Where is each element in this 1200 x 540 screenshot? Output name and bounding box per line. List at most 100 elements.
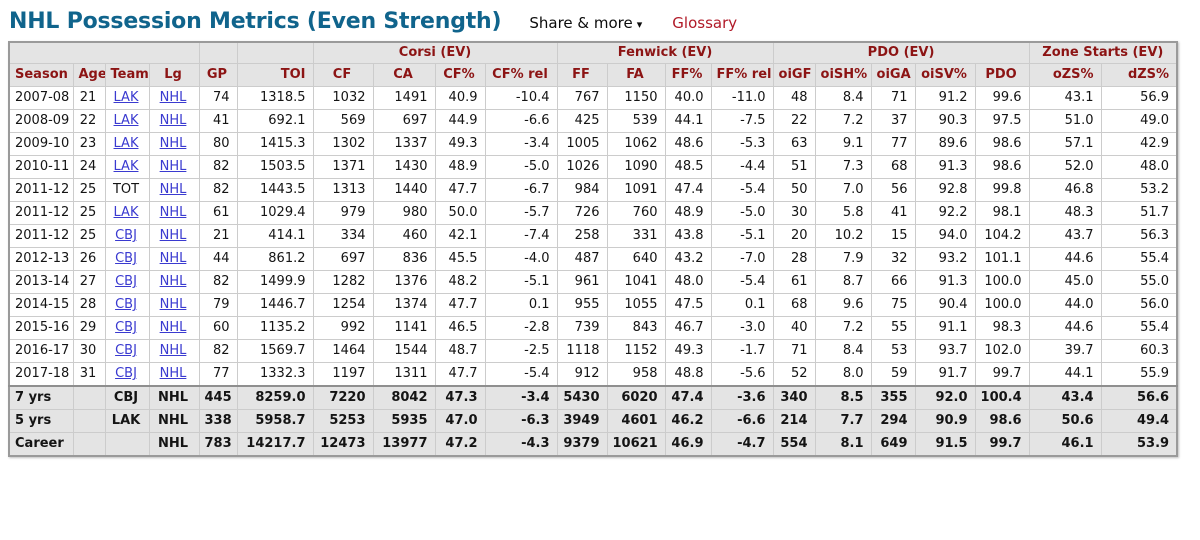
col-header-fa[interactable]: FA [606, 63, 666, 87]
stat-cell-ff: 40.0 [664, 86, 712, 110]
stat-cell-cf: 979 [312, 201, 374, 225]
table-row: 2014-15 28 CBJ NHL 79 1446.7 1254 1374 47.7 0.1 95… [8, 293, 1178, 317]
league-link[interactable]: NHL [159, 228, 187, 243]
column-header-row: Season Age Team Lg GP TOI CF CA CF% CF% rel FF FA FF… [8, 63, 1178, 87]
league-link[interactable]: NHL [159, 251, 187, 266]
team-link[interactable]: CBJ [115, 251, 137, 266]
league-link[interactable]: NHL [159, 320, 187, 335]
league-cell: NHL [148, 224, 200, 248]
stat-cell-oiga: 71 [870, 86, 916, 110]
stat-cell-oish: 9.6 [814, 293, 872, 317]
team-link[interactable]: CBJ [115, 343, 137, 358]
league-link[interactable]: NHL [159, 182, 187, 197]
stat-cell-ff: 43.2 [664, 247, 712, 271]
col-header-age[interactable]: Age [72, 63, 106, 87]
col-header-ff-rel[interactable]: FF% rel [710, 63, 774, 87]
stat-cell-cf: 48.2 [434, 270, 486, 294]
stat-cell-fa: 4601 [606, 409, 666, 433]
col-header-ozs[interactable]: oZS% [1028, 63, 1102, 87]
stat-cell-gp: 21 [198, 224, 238, 248]
league-link[interactable]: NHL [159, 90, 187, 105]
stat-cell-ff-rel: -6.6 [710, 409, 774, 433]
stat-cell-oigf: 340 [772, 385, 816, 410]
col-header-season[interactable]: Season [8, 63, 74, 87]
league-link[interactable]: NHL [159, 136, 187, 151]
stat-cell-oiga: 649 [870, 432, 916, 457]
age-cell: 31 [72, 362, 106, 387]
league-cell: NHL [148, 339, 200, 363]
col-header-oigf[interactable]: oiGF [772, 63, 816, 87]
team-cell: CBJ [104, 224, 150, 248]
stat-cell-gp: 74 [198, 86, 238, 110]
team-link[interactable]: CBJ [115, 297, 137, 312]
stat-cell-cf: 48.7 [434, 339, 486, 363]
team-link[interactable]: CBJ [115, 274, 137, 289]
summary-row-5-yrs: 5 yrs LAK NHL 338 5958.7 5253 5935 47.0 -6.3 3949… [8, 409, 1178, 433]
team-link[interactable]: LAK [113, 90, 139, 105]
col-header-ff[interactable]: FF% [664, 63, 712, 87]
team-label: TOT [112, 182, 140, 197]
league-link[interactable]: NHL [159, 297, 187, 312]
col-header-lg[interactable]: Lg [148, 63, 200, 87]
summary-label-cell: 5 yrs [8, 409, 74, 433]
team-link[interactable]: LAK [113, 159, 139, 174]
team-link[interactable]: LAK [113, 205, 139, 220]
table-header: Corsi (EV) Fenwick (EV) PDO (EV) Zone Start… [8, 41, 1178, 87]
col-header-oisv[interactable]: oiSV% [914, 63, 976, 87]
team-link[interactable]: CBJ [115, 320, 137, 335]
stat-cell-ca: 1337 [372, 132, 436, 156]
col-header-cf[interactable]: CF% [434, 63, 486, 87]
stat-cell-ff: 47.4 [664, 385, 712, 410]
col-header-cf-rel[interactable]: CF% rel [484, 63, 558, 87]
stat-cell-dzs: 55.9 [1100, 362, 1178, 387]
stat-cell-oisv: 91.7 [914, 362, 976, 387]
stat-cell-ozs: 44.0 [1028, 293, 1102, 317]
col-header-oiga[interactable]: oiGA [870, 63, 916, 87]
stat-cell-toi: 14217.7 [236, 432, 314, 457]
season-cell: 2008-09 [8, 109, 74, 133]
col-header-oish[interactable]: oiSH% [814, 63, 872, 87]
league-link[interactable]: NHL [159, 366, 187, 381]
team-link[interactable]: LAK [113, 136, 139, 151]
league-cell: NHL [148, 132, 200, 156]
league-link[interactable]: NHL [159, 343, 187, 358]
col-header-ff[interactable]: FF [556, 63, 608, 87]
league-cell: NHL [148, 385, 200, 410]
team-link[interactable]: CBJ [115, 366, 137, 381]
stat-cell-oiga: 15 [870, 224, 916, 248]
league-link[interactable]: NHL [159, 159, 187, 174]
stat-cell-cf: 1313 [312, 178, 374, 202]
col-header-gp[interactable]: GP [198, 63, 238, 87]
age-cell: 26 [72, 247, 106, 271]
stat-cell-pdo: 98.6 [974, 155, 1030, 179]
league-link[interactable]: NHL [159, 113, 187, 128]
glossary-link[interactable]: Glossary [672, 14, 738, 32]
stat-cell-gp: 783 [198, 432, 238, 457]
stat-cell-cf-rel: -5.1 [484, 270, 558, 294]
stat-cell-ff-rel: -1.7 [710, 339, 774, 363]
stat-cell-pdo: 100.4 [974, 385, 1030, 410]
col-header-toi[interactable]: TOI [236, 63, 314, 87]
league-cell: NHL [148, 155, 200, 179]
column-group-header-blank [198, 41, 238, 64]
stat-cell-oish: 8.4 [814, 86, 872, 110]
team-link[interactable]: LAK [113, 113, 139, 128]
col-header-pdo[interactable]: PDO [974, 63, 1030, 87]
stat-cell-oisv: 90.4 [914, 293, 976, 317]
team-cell [104, 432, 150, 457]
share-and-more-menu[interactable]: Share & more ▾ [529, 14, 642, 32]
league-cell: NHL [148, 409, 200, 433]
col-header-cf[interactable]: CF [312, 63, 374, 87]
stat-cell-cf: 1254 [312, 293, 374, 317]
stat-cell-oish: 7.3 [814, 155, 872, 179]
col-header-team[interactable]: Team [104, 63, 150, 87]
league-link[interactable]: NHL [159, 274, 187, 289]
page-header: NHL Possession Metrics (Even Strength) S… [0, 0, 1200, 41]
col-header-ca[interactable]: CA [372, 63, 436, 87]
team-link[interactable]: CBJ [115, 228, 137, 243]
season-cell: 2013-14 [8, 270, 74, 294]
team-cell: CBJ [104, 362, 150, 387]
col-header-dzs[interactable]: dZS% [1100, 63, 1178, 87]
stat-cell-cf-rel: -3.4 [484, 132, 558, 156]
league-link[interactable]: NHL [159, 205, 187, 220]
